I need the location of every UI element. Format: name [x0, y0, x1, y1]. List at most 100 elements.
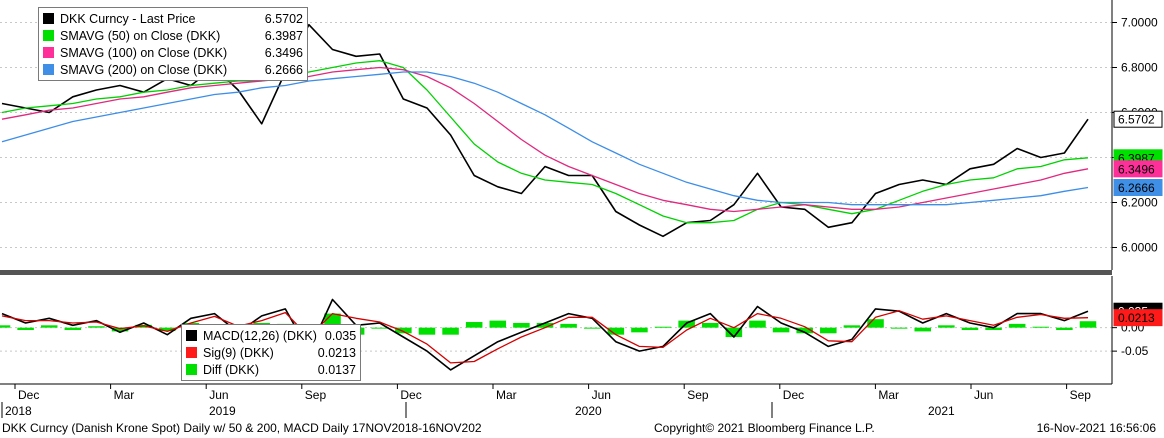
- diff-bar: [111, 327, 129, 332]
- legend-row-sig: Sig(9) (DKK) 0.0213: [184, 344, 356, 361]
- series-lines: [1, 23, 1089, 371]
- diff-bar: [701, 322, 719, 328]
- x-tick-label-month: Jun: [592, 388, 611, 402]
- panel-frame: [0, 0, 1113, 385]
- x-tick-label-month: Sep: [305, 388, 327, 402]
- diff-bar: [843, 325, 861, 328]
- last-value-tag-bg: [1113, 160, 1163, 178]
- last-value-tag: 6.5702: [1113, 110, 1163, 128]
- diff-bar: [914, 327, 932, 332]
- legend-value: 0.0213: [317, 345, 356, 360]
- last-value-tag-text: 6.3496: [1118, 162, 1155, 176]
- diff-bar: [489, 320, 507, 328]
- diff-bar: [890, 327, 908, 329]
- last-value-tag-bg: [1113, 110, 1163, 128]
- diff-bar: [442, 327, 459, 335]
- last-value-tag-text: 6.5702: [1118, 113, 1155, 127]
- price-line: [1, 23, 1089, 238]
- x-tick-label-year: 2021: [928, 404, 955, 418]
- legend-label: DKK Curncy - Last Price: [60, 11, 196, 26]
- diff-bar: [560, 323, 577, 328]
- diff-bar: [867, 319, 884, 328]
- last-value-tag: 6.2666: [1113, 179, 1163, 197]
- diff-bar: [820, 327, 837, 334]
- smavg-200-line: [1, 71, 1089, 206]
- diff-bar: [607, 327, 625, 335]
- legend-row-diff: Diff (DKK) 0.0137: [184, 361, 356, 378]
- diff-bar: [0, 325, 11, 328]
- legend-label: SMAVG (200) on Close (DKK): [60, 62, 228, 77]
- smavg-200-swatch: [43, 64, 54, 75]
- legend-row-smavg-50: SMAVG (50) on Close (DKK) 6.3987: [41, 27, 303, 44]
- diff-bar: [725, 327, 743, 338]
- x-tick-label-month: Jun: [974, 388, 993, 402]
- x-tick-label-year: 2018: [5, 404, 32, 418]
- legend-label: Diff (DKK): [203, 362, 260, 377]
- legend-label: SMAVG (100) on Close (DKK): [60, 45, 228, 60]
- last-value-tag: 6.3496: [1113, 160, 1163, 178]
- diff-bar: [64, 327, 82, 330]
- legend-label: Sig(9) (DKK): [203, 345, 274, 360]
- diff-bar: [961, 327, 979, 330]
- x-tick-label-month: Sep: [687, 388, 709, 402]
- diff-bar: [536, 322, 554, 328]
- y-tick-label-price: 6.8000: [1121, 61, 1158, 75]
- last-value-tag-bg: [1113, 179, 1163, 197]
- y-tick-label-macd: -0.05: [1121, 344, 1149, 358]
- last-price-swatch: [43, 13, 54, 24]
- diff-bar: [395, 327, 412, 334]
- diff-bar: [418, 327, 436, 335]
- diff-bar: [749, 320, 766, 328]
- diff-bar: [465, 322, 483, 328]
- last-value-tag-text: 0.0213: [1118, 311, 1155, 325]
- legend-label: SMAVG (50) on Close (DKK): [60, 28, 221, 43]
- last-value-tag-text: 6.2666: [1118, 181, 1155, 195]
- diff-bar: [1079, 321, 1097, 328]
- diff-bar: [1008, 323, 1026, 328]
- sig-swatch: [186, 347, 197, 358]
- diff-bar: [88, 326, 105, 328]
- y-tick-label-price: 6.0000: [1121, 241, 1158, 255]
- legend-value: 6.5702: [264, 11, 303, 26]
- diff-bar: [654, 326, 672, 328]
- legend-value: 0.0137: [317, 362, 356, 377]
- diff-bar: [371, 327, 389, 329]
- macd-legend: MACD(12,26) (DKK) 0.035 Sig(9) (DKK) 0.0…: [181, 324, 361, 381]
- diff-bar: [1056, 327, 1073, 330]
- legend-value: 0.035: [324, 328, 357, 343]
- diff-bar: [40, 325, 58, 328]
- diff-bar: [17, 327, 34, 330]
- smavg-100-line: [1, 66, 1089, 213]
- smavg-50-swatch: [43, 30, 54, 41]
- x-tick-label-month: Mar: [496, 388, 517, 402]
- legend-value: 6.2666: [264, 62, 303, 77]
- footer-description: DKK Curncy (Danish Krone Spot) Daily w/ …: [2, 421, 482, 435]
- last-value-tag: 0.0213: [1113, 309, 1163, 327]
- diff-bar: [158, 327, 176, 331]
- x-tick-label-month: Mar: [878, 388, 899, 402]
- smavg-100-swatch: [43, 47, 54, 58]
- x-tick-label-month: Sep: [1070, 388, 1092, 402]
- diff-bar: [985, 327, 1002, 330]
- diff-bar: [938, 325, 955, 328]
- y-tick-label-price: 7.0000: [1121, 16, 1158, 30]
- footer-timestamp: 16-Nov-2021 16:56:06: [1036, 421, 1156, 435]
- footer-copyright: Copyright© 2021 Bloomberg Finance L.P.: [654, 421, 875, 435]
- diff-bar: [513, 322, 530, 328]
- panel-separator: [0, 270, 1112, 275]
- x-tick-label-month: Mar: [114, 388, 135, 402]
- legend-row-smavg-100: SMAVG (100) on Close (DKK) 6.3496: [41, 44, 303, 61]
- x-tick-label-month: Jun: [209, 388, 228, 402]
- diff-bar: [631, 327, 648, 333]
- y-tick-label-price: 6.2000: [1121, 196, 1158, 210]
- diff-bar: [1032, 326, 1050, 328]
- diff-bar: [796, 327, 813, 334]
- legend-label: MACD(12,26) (DKK): [203, 328, 317, 343]
- legend-row-smavg-200: SMAVG (200) on Close (DKK) 6.2666: [41, 61, 303, 78]
- diff-swatch: [186, 364, 197, 375]
- legend-row-macd: MACD(12,26) (DKK) 0.035: [184, 327, 356, 344]
- x-tick-label-year: 2020: [575, 404, 602, 418]
- macd-line: [1, 298, 1089, 371]
- x-tick-label-month: Dec: [18, 388, 39, 402]
